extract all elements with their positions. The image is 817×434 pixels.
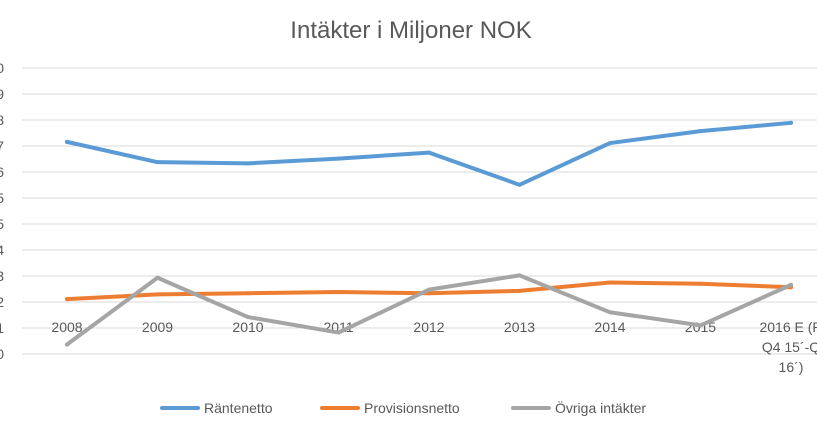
gridlines xyxy=(22,67,817,355)
data-point-r-ntenetto xyxy=(336,156,341,161)
data-point--vriga-int-kter xyxy=(427,287,431,292)
y-tick-label: 1 xyxy=(0,320,4,336)
series-lines xyxy=(65,120,793,347)
data-point--vriga-int-kter xyxy=(608,310,612,315)
data-point-provisionsnetto xyxy=(155,292,160,297)
data-point-r-ntenetto xyxy=(608,141,612,146)
y-tick-label: 88 xyxy=(0,112,4,128)
legend: Räntenetto Provisionsnetto Övriga intäkter xyxy=(160,399,646,416)
data-point-provisionsnetto xyxy=(65,297,69,302)
y-tick-label: 110 xyxy=(0,60,4,76)
data-point-r-ntenetto xyxy=(155,160,160,165)
y-tick-label: 99 xyxy=(0,86,4,102)
x-tick-label: 2014 xyxy=(594,319,625,335)
data-point-provisionsnetto xyxy=(517,288,522,293)
data-point--vriga-int-kter xyxy=(336,330,341,335)
legend-label: Räntenetto xyxy=(204,400,273,416)
data-point-r-ntenetto xyxy=(246,161,250,166)
x-axis-tick-labels: 200820092010201120122013201420152016 E (… xyxy=(51,319,817,375)
x-tick-label: 2008 xyxy=(51,319,82,335)
data-point-r-ntenetto xyxy=(789,120,793,125)
data-point-provisionsnetto xyxy=(698,281,703,286)
data-point--vriga-int-kter xyxy=(246,315,250,320)
y-tick-label: 45 xyxy=(0,216,4,232)
data-point--vriga-int-kter xyxy=(155,275,160,280)
y-tick-label: 12 xyxy=(0,294,4,310)
y-tick-label: 77 xyxy=(0,138,4,154)
data-point-r-ntenetto xyxy=(517,182,522,187)
chart-title: Intäkter i Miljoner NOK xyxy=(290,17,531,44)
x-tick-label: 2016 E (R Q4 15´-Q 16´) xyxy=(759,319,817,375)
data-point--vriga-int-kter xyxy=(698,323,703,328)
x-tick-label: 2012 xyxy=(413,319,444,335)
data-point--vriga-int-kter xyxy=(789,282,793,287)
y-tick-label: 23 xyxy=(0,268,4,284)
legend-label: Övriga intäkter xyxy=(555,399,646,416)
data-point-provisionsnetto xyxy=(246,291,250,296)
y-tick-label: 66 xyxy=(0,164,4,180)
data-point--vriga-int-kter xyxy=(65,342,69,347)
x-tick-label: 2013 xyxy=(504,319,535,335)
data-point-provisionsnetto xyxy=(336,290,341,295)
y-tick-label: -10 xyxy=(0,346,4,362)
y-axis-tick-labels: -10 1 12 23 34 45 55 66 77 88 99 110 xyxy=(0,60,4,362)
data-point-r-ntenetto xyxy=(427,150,431,155)
y-tick-label: 55 xyxy=(0,190,4,206)
x-tick-label: 2009 xyxy=(142,319,173,335)
data-point--vriga-int-kter xyxy=(517,273,522,278)
y-tick-label: 34 xyxy=(0,242,4,258)
data-point-provisionsnetto xyxy=(608,280,612,285)
data-point-r-ntenetto xyxy=(65,139,69,144)
legend-label: Provisionsnetto xyxy=(364,400,460,416)
data-point-r-ntenetto xyxy=(698,129,703,134)
x-tick-label: 2010 xyxy=(232,319,263,335)
